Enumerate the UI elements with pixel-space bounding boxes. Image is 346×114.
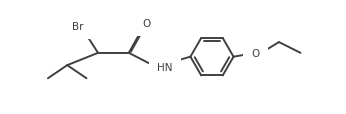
Text: HN: HN — [157, 63, 173, 73]
Text: Br: Br — [72, 22, 84, 32]
Text: O: O — [252, 48, 260, 58]
Text: O: O — [143, 19, 151, 29]
